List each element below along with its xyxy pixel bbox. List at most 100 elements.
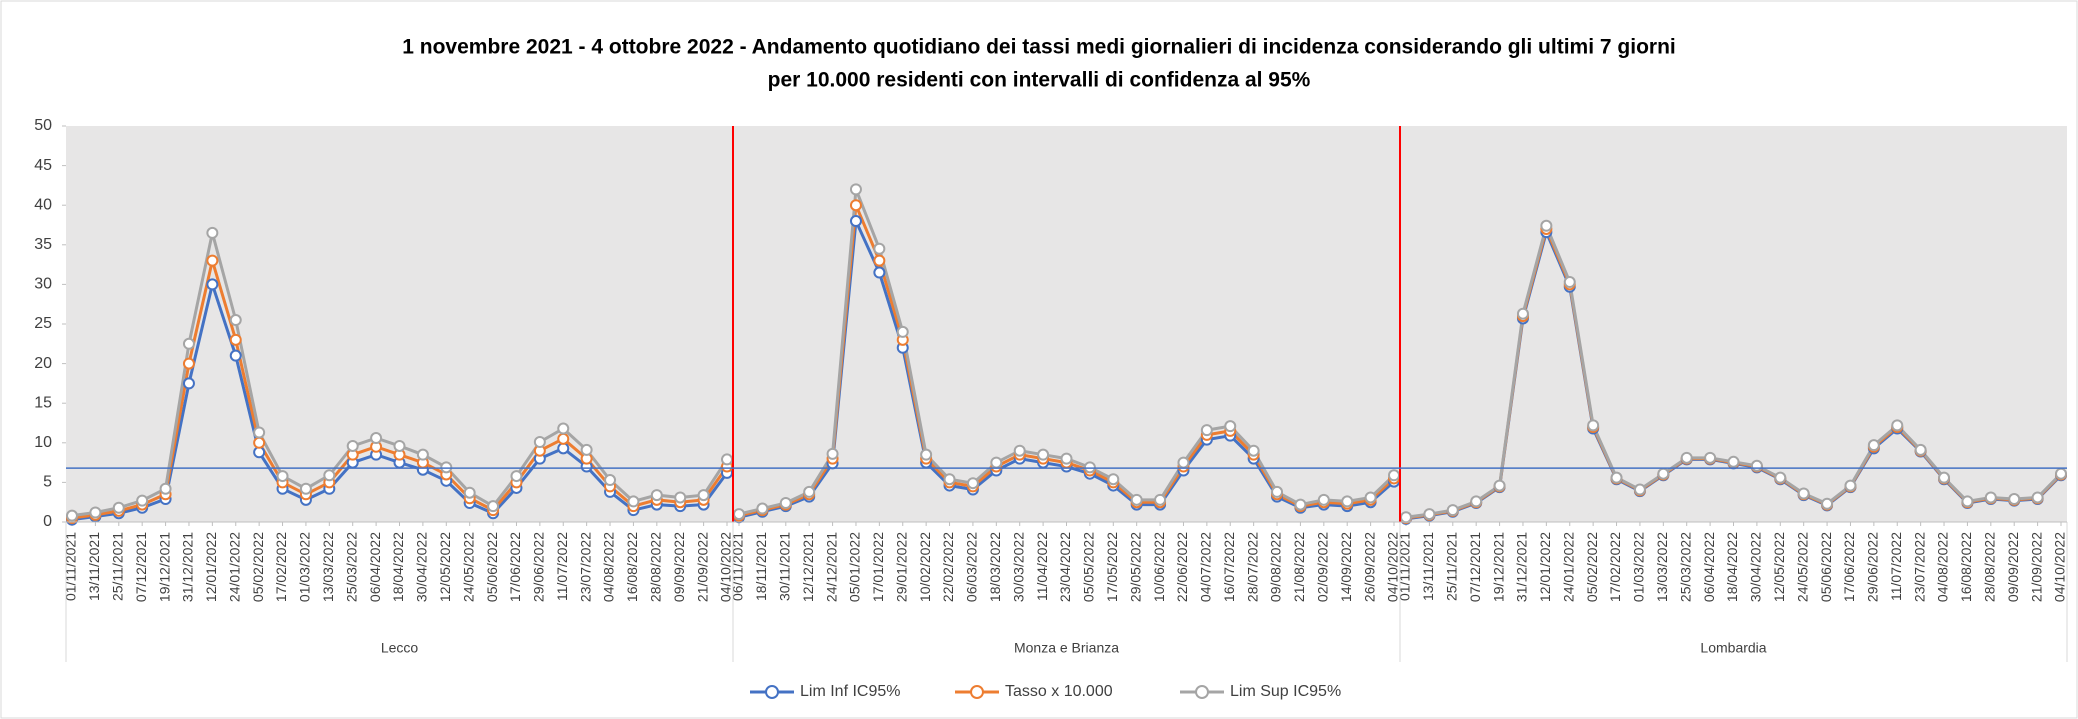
data-point xyxy=(826,447,839,460)
data-point xyxy=(1797,487,1810,500)
x-tick-label: 12/12/2021 xyxy=(800,532,816,602)
x-tick-label: 09/08/2022 xyxy=(1268,532,1284,602)
x-tick-label: 11/04/2022 xyxy=(1034,532,1050,601)
data-point xyxy=(112,501,125,514)
x-tick-label: 13/11/2021 xyxy=(86,532,102,601)
x-tick-label: 25/03/2022 xyxy=(343,532,359,602)
data-point xyxy=(229,314,242,327)
x-tick-label: 17/02/2022 xyxy=(273,532,289,602)
data-point xyxy=(1446,504,1459,517)
y-tick-label: 30 xyxy=(34,276,52,293)
legend-label: Tasso x 10.000 xyxy=(1005,683,1113,700)
x-tick-label: 13/11/2021 xyxy=(1420,532,1436,601)
data-point xyxy=(1060,452,1073,465)
x-tick-label: 10/06/2022 xyxy=(1151,532,1167,602)
x-tick-label: 30/04/2022 xyxy=(414,532,430,602)
y-tick-label: 0 xyxy=(43,513,52,530)
x-tick-label: 16/07/2022 xyxy=(1221,532,1237,602)
data-point xyxy=(1083,461,1096,474)
data-point xyxy=(440,461,453,474)
data-point xyxy=(206,254,219,267)
x-tick-label: 18/11/2021 xyxy=(753,532,769,601)
data-point xyxy=(159,482,172,495)
x-tick-label: 25/03/2022 xyxy=(1677,532,1693,602)
data-point xyxy=(370,432,383,445)
x-tick-label: 23/07/2022 xyxy=(1911,532,1927,602)
data-point xyxy=(463,486,476,499)
x-tick-label: 29/01/2022 xyxy=(893,532,909,602)
data-point xyxy=(229,349,242,362)
chart-title: 1 novembre 2021 - 4 ottobre 2022 - Andam… xyxy=(402,36,1675,59)
x-tick-label: 07/12/2021 xyxy=(1467,532,1483,602)
x-tick-label: 25/11/2021 xyxy=(1443,532,1459,601)
x-tick-label: 04/07/2022 xyxy=(1198,532,1214,602)
data-point xyxy=(873,242,886,255)
data-point xyxy=(1961,495,1974,508)
x-tick-label: 21/09/2022 xyxy=(2028,532,2044,602)
x-tick-label: 22/06/2022 xyxy=(1174,532,1190,602)
x-tick-label: 09/09/2022 xyxy=(2005,532,2021,602)
x-tick-label: 17/05/2022 xyxy=(1104,532,1120,602)
x-tick-label: 12/01/2022 xyxy=(203,532,219,602)
x-tick-label: 06/11/2021 xyxy=(730,532,746,601)
x-tick-label: 19/12/2021 xyxy=(156,532,172,602)
data-point xyxy=(920,448,933,461)
legend-label: Lim Sup IC95% xyxy=(1230,683,1341,700)
data-point xyxy=(2055,467,2067,480)
data-point xyxy=(580,443,593,456)
y-tick-label: 10 xyxy=(34,434,52,451)
data-point xyxy=(1317,493,1330,506)
data-point xyxy=(1657,467,1670,480)
x-tick-label: 01/11/2021 xyxy=(63,532,79,601)
data-point xyxy=(89,506,102,519)
data-point xyxy=(487,500,500,513)
data-point xyxy=(1130,493,1143,506)
data-point xyxy=(182,337,195,350)
y-tick-label: 35 xyxy=(34,236,52,253)
data-point xyxy=(721,453,733,466)
data-point xyxy=(1154,493,1167,506)
data-point xyxy=(206,278,219,291)
data-point xyxy=(873,266,886,279)
data-point xyxy=(1107,473,1120,486)
data-point xyxy=(416,448,429,461)
data-point xyxy=(253,436,266,449)
data-point xyxy=(2008,493,2021,506)
x-tick-label: 18/04/2022 xyxy=(1724,532,1740,602)
data-point xyxy=(733,508,745,521)
legend-marker xyxy=(970,685,984,699)
x-tick-label: 11/07/2022 xyxy=(554,532,570,601)
data-point xyxy=(779,496,792,509)
x-tick-label: 18/04/2022 xyxy=(390,532,406,602)
data-point xyxy=(66,509,78,522)
data-point xyxy=(1938,471,1951,484)
data-point xyxy=(206,226,219,239)
data-point xyxy=(1271,485,1284,498)
data-point xyxy=(1844,479,1857,492)
data-point xyxy=(1867,439,1880,452)
data-point xyxy=(1680,451,1693,464)
x-tick-label: 05/02/2022 xyxy=(250,532,266,602)
x-tick-label: 21/08/2022 xyxy=(1291,532,1307,602)
x-tick-label: 04/08/2022 xyxy=(1935,532,1951,602)
data-point xyxy=(1540,219,1553,232)
y-tick-label: 40 xyxy=(34,196,52,213)
data-point xyxy=(1423,508,1436,521)
x-tick-label: 30/04/2022 xyxy=(1748,532,1764,602)
legend-marker xyxy=(1195,685,1209,699)
data-point xyxy=(1294,498,1307,511)
data-point xyxy=(1388,469,1400,482)
data-point xyxy=(1224,420,1237,433)
x-tick-label: 01/03/2022 xyxy=(1631,532,1647,602)
x-tick-label: 05/02/2022 xyxy=(1584,532,1600,602)
x-tick-label: 04/10/2022 xyxy=(718,532,734,602)
data-point xyxy=(299,482,312,495)
x-tick-label: 28/07/2022 xyxy=(1244,532,1260,602)
chart-title: per 10.000 residenti con intervalli di c… xyxy=(768,69,1311,92)
data-point xyxy=(557,422,570,435)
data-point xyxy=(943,473,956,486)
x-tick-label: 25/11/2021 xyxy=(109,532,125,601)
data-point xyxy=(1727,455,1740,468)
x-tick-label: 14/09/2022 xyxy=(1338,532,1354,602)
x-tick-label: 12/05/2022 xyxy=(437,532,453,602)
